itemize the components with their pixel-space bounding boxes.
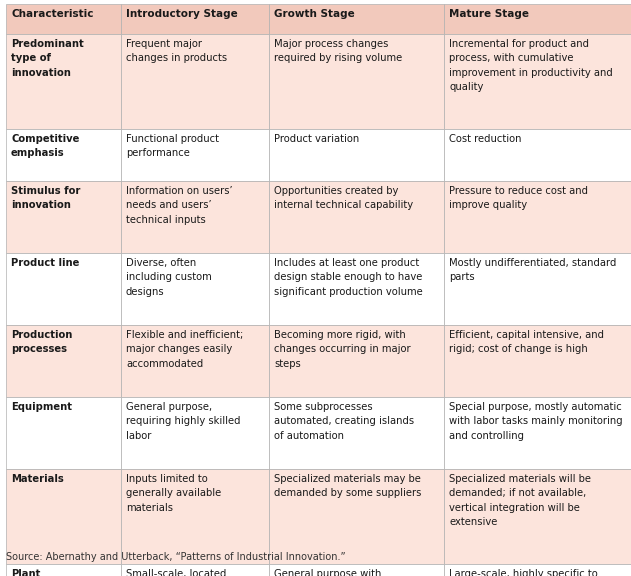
Text: Growth Stage: Growth Stage bbox=[274, 9, 355, 19]
Text: Pressure to reduce cost and
improve quality: Pressure to reduce cost and improve qual… bbox=[449, 186, 588, 210]
Text: Frequent major
changes in products: Frequent major changes in products bbox=[126, 39, 227, 63]
Bar bbox=[6, 34, 121, 129]
Bar bbox=[121, 129, 269, 181]
Text: Product line: Product line bbox=[11, 258, 80, 268]
Text: Competitive
emphasis: Competitive emphasis bbox=[11, 134, 80, 158]
Bar bbox=[444, 469, 631, 564]
Text: Mostly undifferentiated, standard
parts: Mostly undifferentiated, standard parts bbox=[449, 258, 616, 282]
Bar bbox=[6, 4, 121, 34]
Text: Stimulus for
innovation: Stimulus for innovation bbox=[11, 186, 80, 210]
Text: Inputs limited to
generally available
materials: Inputs limited to generally available ma… bbox=[126, 474, 221, 513]
Bar bbox=[121, 397, 269, 469]
Bar bbox=[444, 34, 631, 129]
Text: Production
processes: Production processes bbox=[11, 330, 73, 354]
Text: Materials: Materials bbox=[11, 474, 64, 484]
Text: Product variation: Product variation bbox=[274, 134, 359, 144]
Text: Special purpose, mostly automatic
with labor tasks mainly monitoring
and control: Special purpose, mostly automatic with l… bbox=[449, 402, 623, 441]
Text: Cost reduction: Cost reduction bbox=[449, 134, 521, 144]
Bar bbox=[444, 253, 631, 325]
Bar bbox=[269, 564, 444, 576]
Bar bbox=[444, 129, 631, 181]
Bar bbox=[269, 397, 444, 469]
Bar bbox=[269, 34, 444, 129]
Bar bbox=[121, 325, 269, 397]
Bar bbox=[121, 181, 269, 253]
Bar bbox=[121, 34, 269, 129]
Bar bbox=[444, 325, 631, 397]
Bar bbox=[121, 564, 269, 576]
Text: General purpose with
specialized sections: General purpose with specialized section… bbox=[274, 569, 381, 576]
Text: Becoming more rigid, with
changes occurring in major
steps: Becoming more rigid, with changes occurr… bbox=[274, 330, 411, 369]
Text: Equipment: Equipment bbox=[11, 402, 72, 412]
Bar bbox=[6, 564, 121, 576]
Text: Functional product
performance: Functional product performance bbox=[126, 134, 219, 158]
Text: Incremental for product and
process, with cumulative
improvement in productivity: Incremental for product and process, wit… bbox=[449, 39, 613, 92]
Text: Plant: Plant bbox=[11, 569, 40, 576]
Bar bbox=[269, 253, 444, 325]
Text: Includes at least one product
design stable enough to have
significant productio: Includes at least one product design sta… bbox=[274, 258, 423, 297]
Text: General purpose,
requiring highly skilled
labor: General purpose, requiring highly skille… bbox=[126, 402, 240, 441]
Bar bbox=[6, 397, 121, 469]
Text: Small-scale, located
near user or source of
technology: Small-scale, located near user or source… bbox=[126, 569, 236, 576]
Bar bbox=[121, 469, 269, 564]
Text: Information on users’
needs and users’
technical inputs: Information on users’ needs and users’ t… bbox=[126, 186, 233, 225]
Bar bbox=[6, 181, 121, 253]
Bar bbox=[269, 129, 444, 181]
Text: Flexible and inefficient;
major changes easily
accommodated: Flexible and inefficient; major changes … bbox=[126, 330, 243, 369]
Text: Diverse, often
including custom
designs: Diverse, often including custom designs bbox=[126, 258, 212, 297]
Text: Mature Stage: Mature Stage bbox=[449, 9, 529, 19]
Text: Efficient, capital intensive, and
rigid; cost of change is high: Efficient, capital intensive, and rigid;… bbox=[449, 330, 604, 354]
Text: Specialized materials will be
demanded; if not available,
vertical integration w: Specialized materials will be demanded; … bbox=[449, 474, 591, 527]
Text: Specialized materials may be
demanded by some suppliers: Specialized materials may be demanded by… bbox=[274, 474, 422, 498]
Text: Major process changes
required by rising volume: Major process changes required by rising… bbox=[274, 39, 402, 63]
Bar bbox=[121, 4, 269, 34]
Bar bbox=[269, 469, 444, 564]
Text: Characteristic: Characteristic bbox=[11, 9, 93, 19]
Bar bbox=[6, 253, 121, 325]
Bar bbox=[6, 325, 121, 397]
Bar bbox=[121, 253, 269, 325]
Text: Opportunities created by
internal technical capability: Opportunities created by internal techni… bbox=[274, 186, 413, 210]
Text: Predominant
type of
innovation: Predominant type of innovation bbox=[11, 39, 84, 78]
Bar bbox=[269, 4, 444, 34]
Bar bbox=[269, 181, 444, 253]
Bar bbox=[269, 325, 444, 397]
Bar bbox=[444, 397, 631, 469]
Text: Large-scale, highly specific to
particular products: Large-scale, highly specific to particul… bbox=[449, 569, 598, 576]
Text: Introductory Stage: Introductory Stage bbox=[126, 9, 238, 19]
Bar bbox=[444, 564, 631, 576]
Bar bbox=[6, 129, 121, 181]
Text: Source: Abernathy and Utterback, “Patterns of Industrial Innovation.”: Source: Abernathy and Utterback, “Patter… bbox=[6, 552, 346, 562]
Bar bbox=[444, 4, 631, 34]
Bar bbox=[444, 181, 631, 253]
Bar bbox=[6, 469, 121, 564]
Text: Some subprocesses
automated, creating islands
of automation: Some subprocesses automated, creating is… bbox=[274, 402, 414, 441]
